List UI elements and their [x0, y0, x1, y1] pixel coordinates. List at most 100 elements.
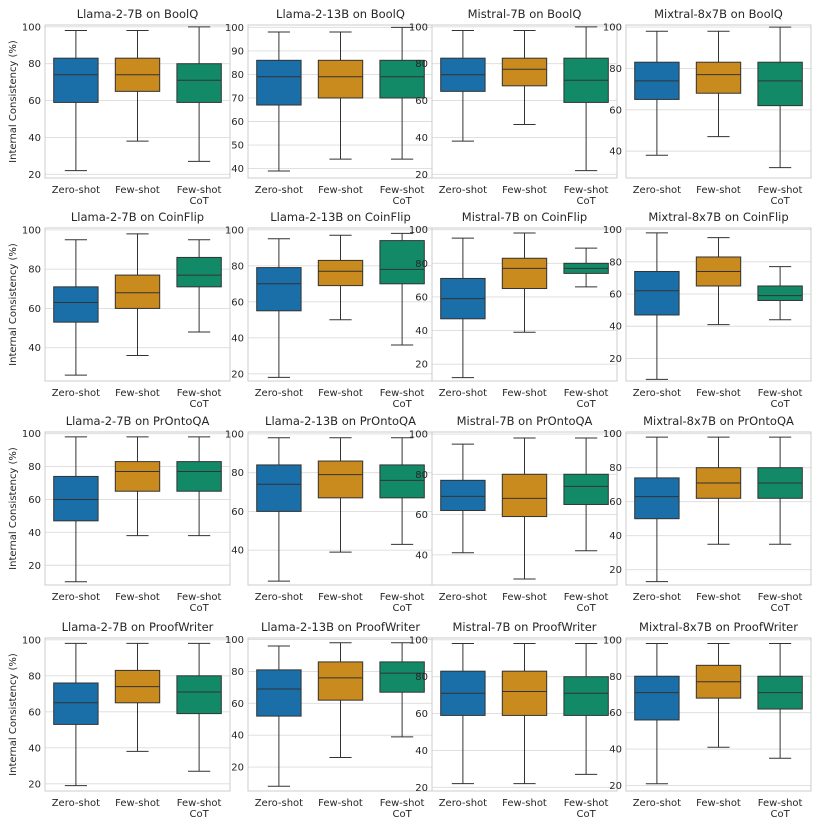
x-tick-label: Zero-shot	[633, 798, 681, 809]
box-few-shot	[317, 234, 364, 321]
y-axis-label: Internal Consistency (%)	[8, 40, 19, 163]
y-tick-label: 40	[609, 322, 622, 333]
box-zero-shot	[53, 642, 99, 787]
plot-frame	[625, 637, 812, 792]
box-body	[317, 460, 364, 499]
chart-title: Llama-2-13B on BoolQ	[276, 7, 405, 21]
box-zero-shot	[440, 643, 486, 785]
box-body	[501, 257, 548, 290]
box-body	[634, 270, 680, 316]
box-zero-shot	[256, 238, 302, 378]
y-tick-label: 80	[609, 672, 622, 683]
x-tick-label: Few-shot	[696, 798, 741, 809]
box-zero-shot	[53, 436, 99, 583]
chart-panel-5: 40 60 80 100 Llama-2-7B on CoinFlip Zero-shot…	[8, 210, 231, 410]
box-zero-shot	[53, 239, 99, 376]
y-axis-label: Internal Consistency (%)	[8, 243, 19, 366]
box-zero-shot	[634, 436, 680, 583]
box-body	[757, 61, 803, 107]
x-tick-label: Few-shot	[177, 388, 222, 399]
y-tick-label: 20	[231, 369, 244, 380]
box-body	[53, 286, 99, 323]
x-tick-label: Few-shot	[380, 798, 425, 809]
x-tick-label: Zero-shot	[439, 592, 487, 603]
box-body	[176, 63, 222, 103]
y-tick-label: 60	[415, 709, 428, 720]
chart-title: Llama-2-7B on PrOntoQA	[66, 414, 210, 428]
x-tick-label: Few-shot	[696, 592, 741, 603]
y-tick-label: 40	[415, 326, 428, 337]
x-tick-label: CoT	[770, 603, 790, 614]
plot-frame	[44, 431, 231, 586]
y-axis-label: Internal Consistency (%)	[8, 653, 19, 776]
x-tick-label: CoT	[576, 196, 596, 207]
y-tick-label: 20	[28, 561, 41, 572]
x-tick-label: Few-shot	[564, 185, 609, 196]
x-tick-label: Few-shot	[502, 798, 547, 809]
x-tick-label: Few-shot	[758, 388, 803, 399]
y-tick-label: 40	[231, 164, 244, 175]
y-tick-label: 60	[415, 292, 428, 303]
y-tick-label: 90	[231, 46, 244, 57]
box-body	[563, 473, 609, 505]
x-tick-label: Zero-shot	[439, 388, 487, 399]
chart-title: Mistral-7B on PrOntoQA	[457, 414, 593, 428]
y-tick-label: 100	[22, 429, 41, 440]
x-tick-label: Zero-shot	[633, 592, 681, 603]
box-few-shot-cot	[379, 232, 425, 346]
chart-title: Llama-2-13B on CoinFlip	[270, 210, 411, 224]
box-few-shot	[501, 437, 548, 580]
box-few-shot-cot	[757, 642, 803, 759]
y-tick-label: 60	[609, 290, 622, 301]
box-zero-shot	[634, 30, 680, 156]
chart-title: Mixtral-8x7B on PrOntoQA	[643, 414, 794, 428]
y-tick-label: 40	[28, 743, 41, 754]
x-tick-label: CoT	[770, 809, 790, 820]
x-tick-label: CoT	[189, 809, 209, 820]
box-few-shot	[501, 30, 548, 126]
y-tick-label: 100	[22, 22, 41, 33]
y-tick-label: 80	[231, 468, 244, 479]
plot-frame	[44, 227, 231, 382]
box-few-shot-cot	[176, 642, 222, 772]
x-tick-label: Few-shot	[318, 388, 363, 399]
x-tick-label: Few-shot	[758, 798, 803, 809]
x-tick-label: Few-shot	[177, 592, 222, 603]
x-tick-label: Few-shot	[115, 388, 160, 399]
box-few-shot-cot	[563, 26, 609, 172]
x-tick-label: CoT	[189, 196, 209, 207]
y-tick-label: 70	[231, 93, 244, 104]
plot-frame	[625, 227, 812, 382]
chart-panel-4: 40 60 80 100 Mixtral-8x7B on BoolQ Zero-shot F…	[603, 7, 812, 207]
y-tick-label: 100	[409, 22, 428, 33]
box-zero-shot	[256, 437, 302, 582]
x-tick-label: Zero-shot	[255, 388, 303, 399]
plot-frame	[431, 431, 618, 586]
box-few-shot-cot	[757, 266, 803, 321]
chart-panel-2: 40 50 60 70 80 90 100 Llama-2-13B on BoolQ Zero-…	[225, 7, 434, 207]
box-few-shot	[695, 436, 742, 545]
plot-frame	[431, 24, 618, 179]
y-tick-label: 60	[415, 96, 428, 107]
chart-title: Mistral-7B on CoinFlip	[462, 210, 587, 224]
x-tick-label: CoT	[189, 399, 209, 410]
y-tick-label: 20	[415, 360, 428, 371]
y-tick-label: 80	[28, 671, 41, 682]
x-tick-label: Zero-shot	[633, 388, 681, 399]
x-tick-label: Few-shot	[696, 388, 741, 399]
box-body	[317, 59, 364, 99]
y-tick-label: 80	[231, 70, 244, 81]
y-tick-label: 20	[609, 354, 622, 365]
box-few-shot	[114, 30, 161, 142]
box-zero-shot	[53, 30, 99, 172]
chart-title: Llama-2-7B on BoolQ	[77, 7, 199, 21]
chart-panel-1: 20 40 60 80 100 Llama-2-7B on BoolQ Zero-shot F…	[8, 7, 231, 207]
y-tick-label: 60	[231, 297, 244, 308]
x-tick-label: Few-shot	[564, 592, 609, 603]
box-body	[757, 285, 803, 301]
y-tick-label: 100	[225, 635, 244, 646]
x-tick-label: Zero-shot	[439, 185, 487, 196]
y-tick-label: 100	[409, 635, 428, 646]
